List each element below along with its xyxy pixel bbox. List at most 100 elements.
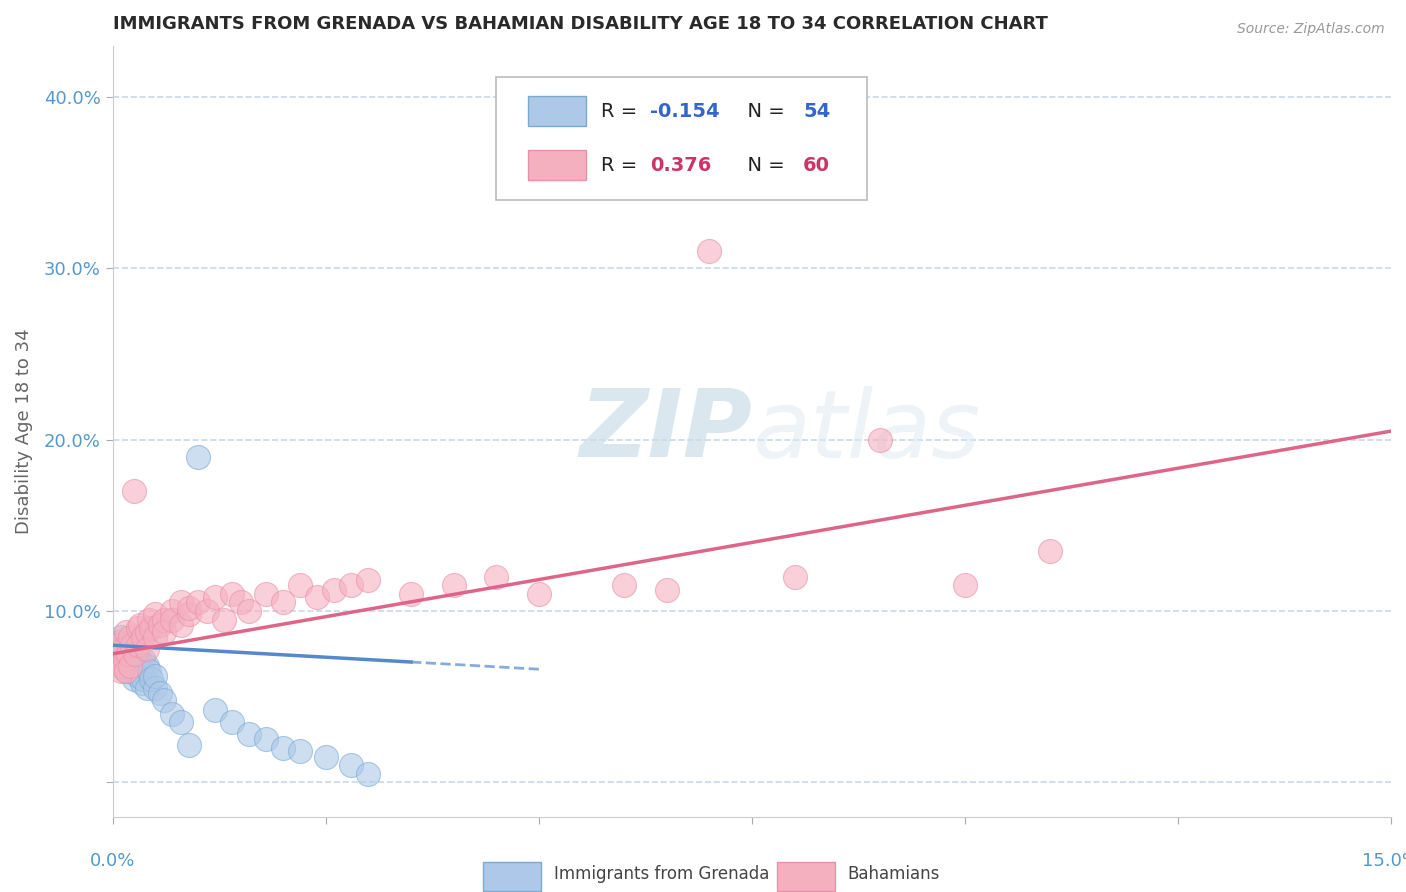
Point (204, 703, 226, 717)
Point (135, 658, 157, 673)
Point (357, 573, 380, 587)
Point (162, 613, 184, 627)
Point (115, 664, 138, 678)
Point (138, 664, 160, 678)
Point (179, 607, 201, 622)
Point (485, 570, 508, 584)
Point (307, 591, 329, 605)
Point (122, 664, 145, 678)
Point (110, 635, 132, 649)
Point (139, 673, 162, 687)
Point (153, 613, 176, 627)
Point (124, 647, 146, 661)
FancyBboxPatch shape (778, 862, 835, 891)
Point (114, 656, 136, 670)
Point (110, 664, 132, 678)
Text: N =: N = (735, 155, 792, 175)
Point (129, 664, 152, 678)
Point (271, 595, 294, 609)
Point (125, 658, 148, 673)
Point (149, 617, 172, 632)
Point (110, 658, 132, 673)
Point (162, 706, 184, 721)
Point (124, 652, 146, 666)
Text: R =: R = (602, 102, 644, 120)
Point (170, 617, 193, 632)
Point (399, 587, 422, 601)
Point (953, 578, 976, 592)
Point (187, 595, 209, 609)
Point (131, 676, 153, 690)
Point (108, 656, 131, 670)
Y-axis label: Disability Age 18 to 34: Disability Age 18 to 34 (15, 328, 32, 534)
Point (132, 673, 155, 687)
Point (122, 641, 145, 656)
Point (340, 758, 363, 772)
Point (122, 673, 145, 687)
Point (340, 578, 363, 592)
Point (655, 583, 678, 598)
Point (114, 638, 136, 652)
Point (107, 638, 129, 652)
Point (127, 669, 149, 683)
Point (118, 630, 141, 644)
Point (129, 656, 152, 670)
Point (131, 652, 153, 666)
FancyBboxPatch shape (496, 77, 868, 200)
Point (204, 591, 226, 605)
Point (127, 647, 149, 661)
Text: 0.376: 0.376 (650, 155, 711, 175)
Text: IMMIGRANTS FROM GRENADA VS BAHAMIAN DISABILITY AGE 18 TO 34 CORRELATION CHART: IMMIGRANTS FROM GRENADA VS BAHAMIAN DISA… (112, 15, 1047, 33)
Point (162, 604, 184, 618)
Point (195, 604, 218, 618)
Point (127, 621, 149, 635)
Point (179, 600, 201, 615)
Point (122, 484, 145, 499)
Point (105, 652, 128, 666)
Point (357, 766, 380, 780)
Text: ZIP: ZIP (579, 385, 752, 477)
Point (527, 587, 550, 601)
Point (1039, 544, 1062, 558)
Point (139, 621, 162, 635)
Point (121, 656, 143, 670)
Point (114, 652, 136, 666)
Text: R =: R = (602, 155, 650, 175)
Text: 54: 54 (803, 102, 831, 120)
Point (104, 638, 127, 652)
Point (107, 635, 129, 649)
Text: 0.0%: 0.0% (90, 852, 135, 871)
Point (138, 613, 160, 627)
Point (135, 641, 157, 656)
FancyBboxPatch shape (529, 96, 586, 126)
Text: Immigrants from Grenada: Immigrants from Grenada (554, 865, 769, 883)
Point (153, 624, 176, 639)
Point (114, 664, 136, 678)
Point (145, 669, 167, 683)
Point (290, 744, 312, 758)
Point (212, 613, 235, 627)
Text: N =: N = (735, 102, 792, 120)
Point (121, 638, 143, 652)
Point (105, 656, 128, 670)
Point (117, 647, 139, 661)
Point (271, 741, 294, 756)
Point (111, 645, 134, 659)
Text: Bahamians: Bahamians (848, 865, 941, 883)
Point (118, 664, 141, 678)
Point (111, 641, 134, 656)
Text: 60: 60 (803, 155, 830, 175)
Point (254, 587, 277, 601)
Point (115, 641, 138, 656)
Point (103, 647, 125, 661)
Point (254, 732, 277, 747)
Point (121, 645, 143, 659)
Point (179, 738, 201, 752)
Point (114, 624, 136, 639)
Point (135, 681, 157, 695)
Point (153, 693, 176, 707)
FancyBboxPatch shape (529, 151, 586, 180)
Point (145, 681, 167, 695)
Point (869, 433, 891, 447)
Point (170, 595, 193, 609)
